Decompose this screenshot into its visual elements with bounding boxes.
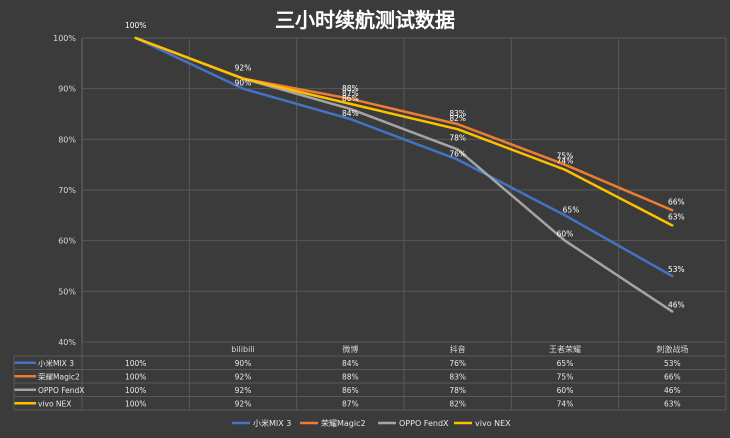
data-point — [671, 274, 674, 278]
chart-title: 三小时续航测试数据 — [275, 8, 455, 32]
grid-layer: 100% 90% 80% 70% 60% 50% 40% — [53, 34, 727, 410]
data-label: 60% — [557, 230, 574, 239]
table-cell: 74% — [557, 399, 574, 408]
table-cell: 82% — [449, 399, 466, 408]
table-cell: 86% — [342, 386, 359, 395]
data-label: 82% — [449, 114, 466, 123]
table-cell: 63% — [664, 399, 681, 408]
x-tick-label: 刺激战场 — [656, 344, 688, 354]
table-cell: 76% — [449, 359, 466, 368]
data-point — [241, 77, 245, 80]
legend-label: 小米MIX 3 — [253, 418, 291, 428]
data-point — [134, 36, 137, 40]
data-label: 87% — [342, 89, 359, 98]
data-label: 65% — [563, 205, 580, 214]
legend-label: vivo NEX — [475, 419, 511, 428]
table-cell: 84% — [342, 359, 359, 368]
table-cell: 92% — [235, 386, 252, 395]
data-label: 76% — [449, 150, 466, 159]
legend-label: OPPO FendX — [399, 419, 449, 428]
series-layer — [134, 36, 674, 313]
data-point — [241, 87, 245, 90]
legend-label: 荣耀Magic2 — [321, 418, 366, 428]
table-cell: 100% — [125, 359, 146, 368]
data-label: 90% — [235, 79, 252, 88]
legend: 小米MIX 3 荣耀Magic2 OPPO FendX vivo NEX — [232, 418, 511, 428]
data-point — [456, 122, 459, 126]
table-cell: 92% — [235, 399, 252, 408]
data-label: 84% — [342, 109, 359, 118]
table-cell: 66% — [664, 372, 681, 381]
table-cell: 100% — [125, 399, 146, 408]
data-label: 88% — [342, 84, 359, 93]
x-tick-label: 抖音 — [450, 344, 466, 354]
data-label: 53% — [668, 265, 685, 274]
data-point — [456, 148, 459, 151]
table-cell: 87% — [342, 399, 359, 408]
y-tick-label: 70% — [58, 186, 76, 195]
table-cell: 90% — [235, 359, 252, 368]
x-tick-label: 微博 — [342, 344, 358, 354]
table-cell: 78% — [449, 386, 466, 395]
data-point — [349, 102, 352, 106]
table-series-name: 小米MIX 3 — [38, 358, 74, 368]
data-point — [671, 310, 674, 313]
data-label: 86% — [342, 94, 359, 103]
y-tick-label: 90% — [58, 85, 76, 94]
data-label: 46% — [668, 301, 685, 310]
table-cell: 83% — [449, 372, 466, 381]
data-label: 75% — [557, 152, 574, 161]
data-point — [671, 209, 674, 212]
table-cell: 88% — [342, 372, 359, 381]
table-series-name: vivo NEX — [38, 399, 71, 408]
data-point — [456, 158, 459, 161]
table-cell: 100% — [125, 372, 146, 381]
series-line — [135, 36, 673, 278]
y-tick-label: 40% — [58, 338, 76, 347]
data-label: 66% — [668, 197, 685, 206]
data-point — [563, 168, 567, 171]
y-tick-label: 60% — [58, 237, 76, 246]
table-cell: 92% — [235, 372, 252, 381]
data-label: 100% — [125, 21, 146, 30]
data-point — [349, 117, 352, 121]
table-cell: 46% — [664, 386, 681, 395]
y-tick-label: 100% — [53, 34, 76, 43]
table-series-name: OPPO FendX — [38, 386, 84, 395]
data-label: 83% — [449, 109, 466, 118]
data-labels: 90% 84% 76% 65% 53% 92% 88% 83% 75% 66% 86% 78% 60% 4… — [125, 21, 685, 310]
y-tick-label: 80% — [58, 135, 76, 144]
data-label: 92% — [235, 64, 252, 73]
y-tick-label: 50% — [58, 287, 76, 296]
data-point — [563, 239, 567, 242]
data-point — [349, 107, 352, 111]
x-tick-label: bilibili — [231, 345, 255, 354]
data-label: 63% — [668, 212, 685, 221]
table-cell: 75% — [557, 372, 574, 381]
data-label: 78% — [449, 133, 466, 142]
data-label: 74% — [557, 157, 574, 166]
table-cell: 65% — [557, 359, 574, 368]
data-point — [456, 128, 459, 131]
table-cell: 53% — [664, 359, 681, 368]
data-point — [671, 224, 674, 227]
data-point — [563, 214, 567, 217]
table-series-name: 荣耀Magic2 — [38, 371, 80, 381]
data-point — [349, 97, 352, 101]
data-point — [563, 163, 567, 166]
x-tick-label: 王者荣耀 — [549, 344, 581, 354]
table-cell: 100% — [125, 386, 146, 395]
table-cell: 60% — [557, 386, 574, 395]
series-line — [135, 36, 673, 227]
